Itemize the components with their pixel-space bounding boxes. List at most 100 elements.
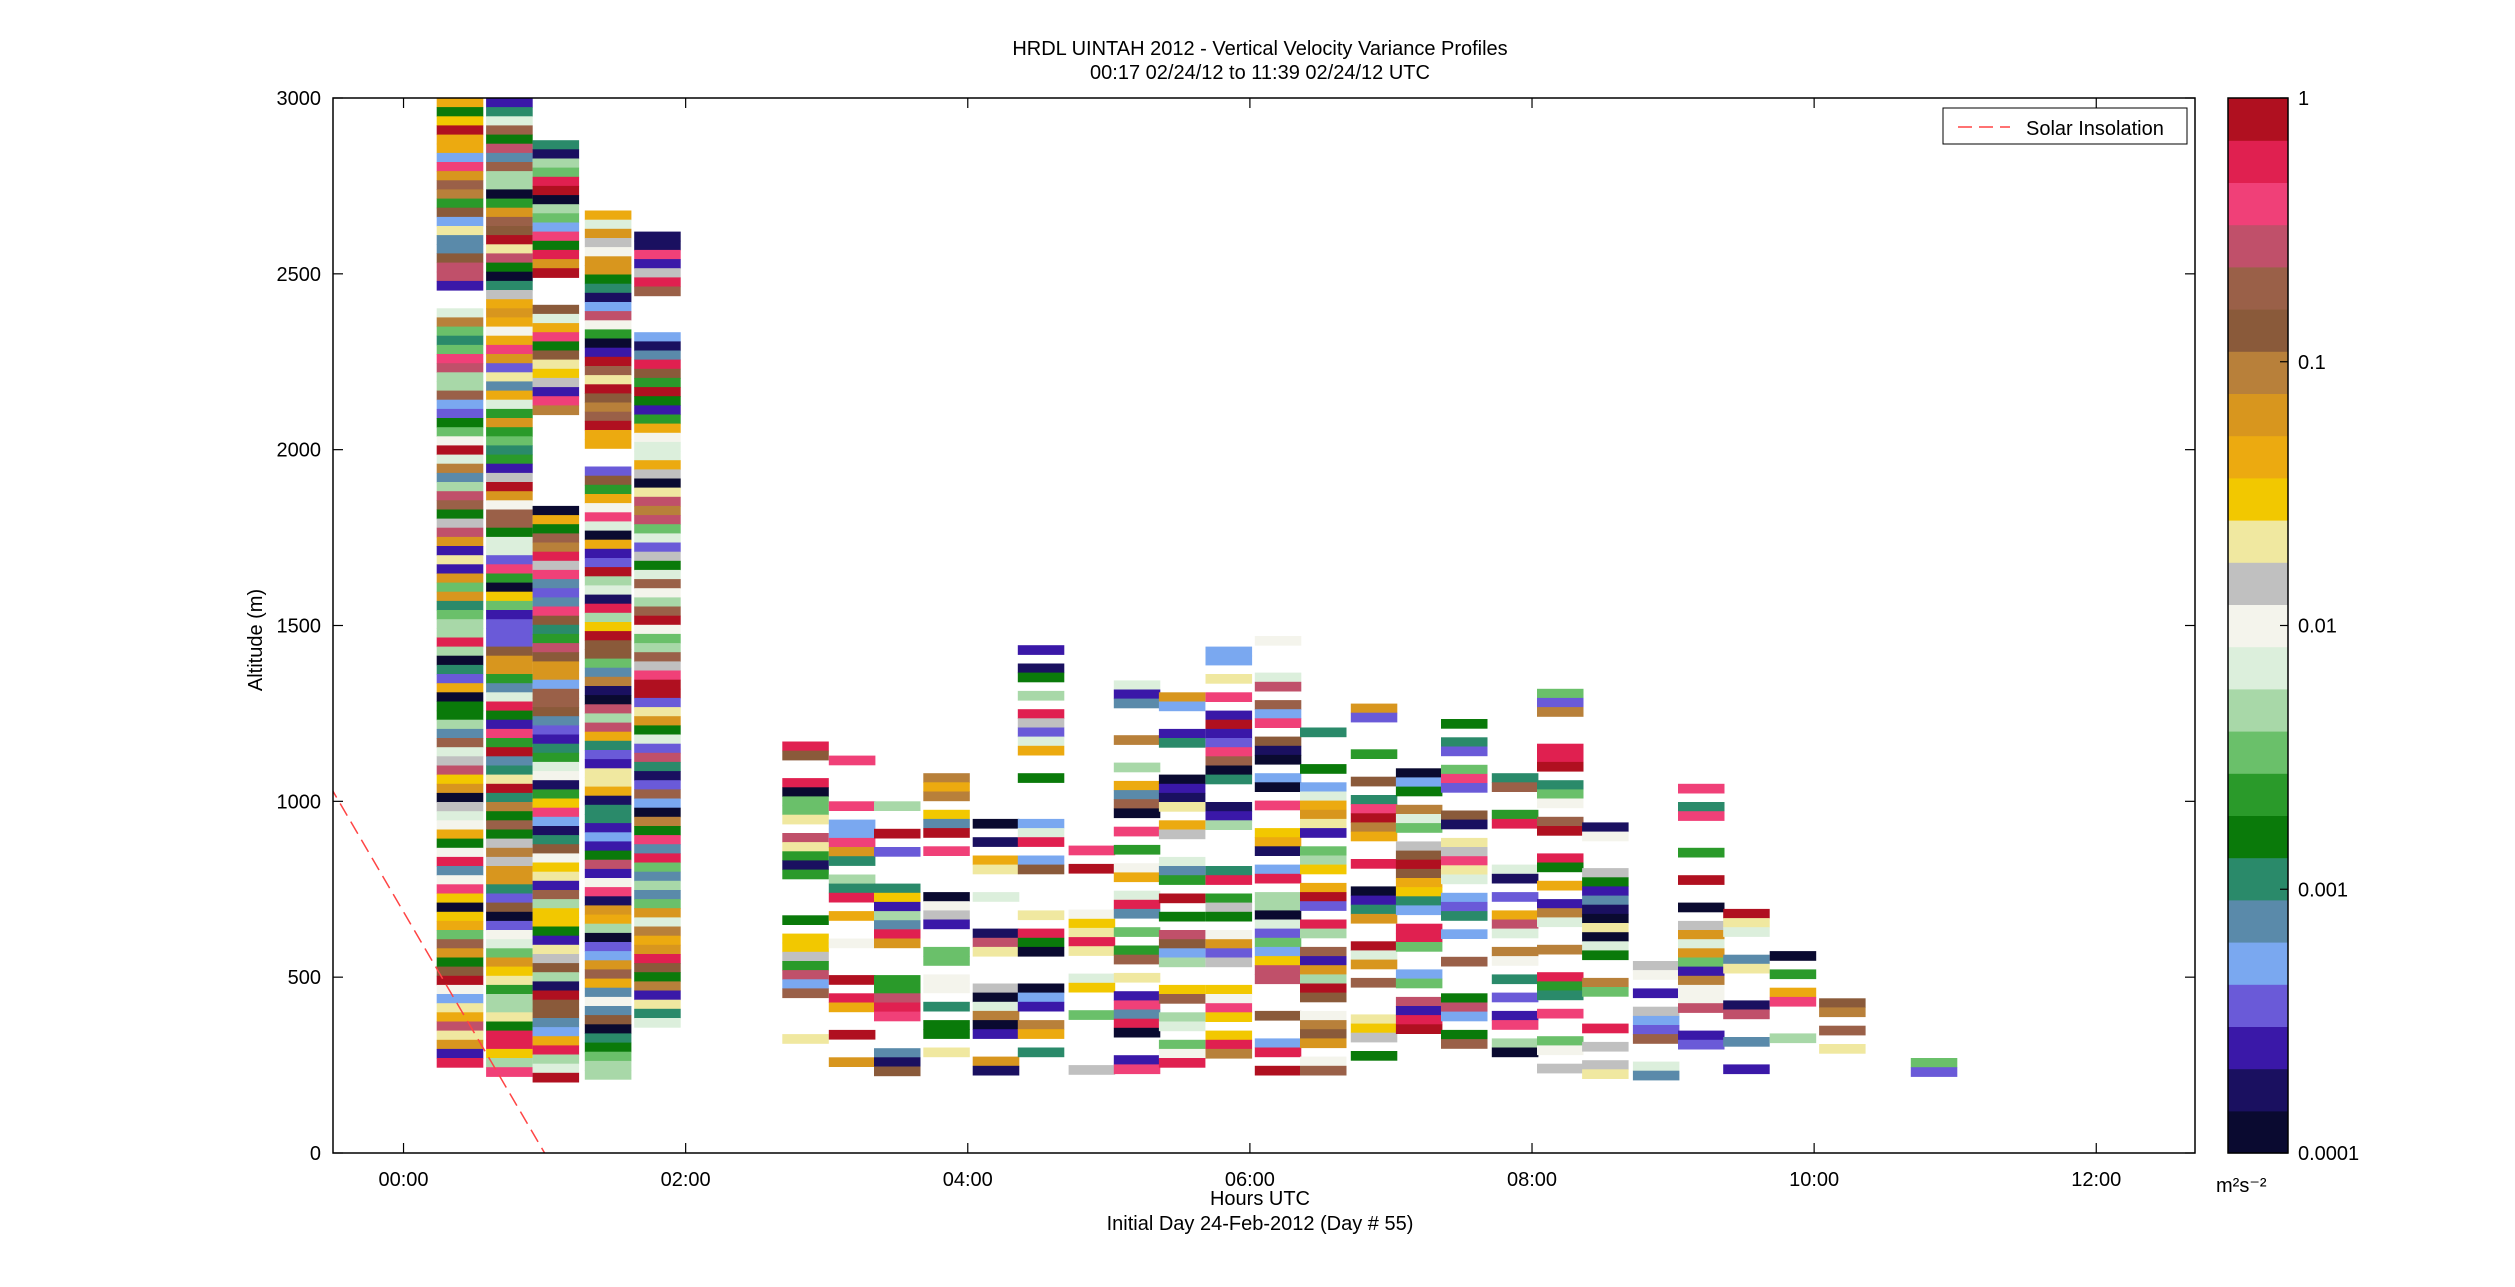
heatmap-cell: [436, 866, 484, 876]
colorbar-swatch: [2228, 298, 2288, 310]
heatmap-cell: [634, 240, 681, 251]
heatmap-cell: [1350, 813, 1398, 823]
heatmap-cell: [584, 384, 632, 394]
heatmap-cell: [923, 791, 970, 802]
heatmap-cell: [634, 387, 681, 397]
heatmap-cell: [1254, 974, 1302, 985]
profile-column-7: [874, 801, 921, 1077]
heatmap-cell: [486, 1030, 533, 1041]
heatmap-cell: [486, 564, 533, 574]
heatmap-cell: [1632, 1061, 1680, 1072]
colorbar-swatch: [2228, 488, 2288, 500]
heatmap-cell: [1254, 800, 1302, 811]
heatmap-cell: [1350, 1051, 1398, 1061]
heatmap-cell: [1441, 819, 1488, 830]
heatmap-cell: [634, 359, 681, 370]
heatmap-cell: [1300, 882, 1347, 893]
heatmap-cell: [1205, 893, 1253, 904]
heatmap-cell: [923, 974, 970, 985]
heatmap-cell: [634, 871, 681, 882]
heatmap-cell: [1300, 1010, 1347, 1021]
heatmap-cell: [486, 262, 533, 273]
legend-label-solar: Solar Insolation: [2026, 118, 2164, 140]
heatmap-cell: [1678, 957, 1725, 968]
heatmap-cell: [584, 530, 632, 541]
heatmap-cell: [828, 819, 876, 830]
heatmap-cell: [1537, 826, 1584, 836]
heatmap-cell: [634, 579, 681, 589]
heatmap-cell: [486, 363, 533, 373]
heatmap-cell: [486, 482, 533, 492]
heatmap-cell: [436, 253, 484, 264]
heatmap-cell: [486, 792, 533, 803]
profile-column-6: [828, 755, 876, 1067]
heatmap-cell: [486, 619, 533, 629]
heatmap-cell: [1254, 937, 1302, 948]
heatmap-cell: [532, 195, 580, 205]
heatmap-cell: [1819, 1007, 1866, 1018]
heatmap-cell: [532, 944, 580, 955]
heatmap-cell: [634, 560, 681, 571]
heatmap-cell: [1158, 738, 1206, 748]
profile-column-8: [923, 773, 970, 1058]
heatmap-cell: [1205, 655, 1253, 666]
heatmap-cell: [1395, 1024, 1443, 1034]
heatmap-cell: [634, 725, 681, 736]
heatmap-cell: [1205, 948, 1253, 958]
heatmap-cell: [486, 143, 533, 154]
heatmap-cell: [584, 274, 632, 285]
colorbar-swatch: [2228, 214, 2288, 226]
heatmap-cell: [1582, 868, 1629, 878]
heatmap-cell: [634, 405, 681, 416]
heatmap-cell: [1582, 904, 1629, 915]
colorbar-swatch: [2228, 161, 2288, 173]
heatmap-cell: [532, 999, 580, 1010]
colorbar-swatch: [2228, 1121, 2288, 1133]
heatmap-cell: [1395, 996, 1443, 1007]
heatmap-cell: [1205, 1012, 1253, 1022]
heatmap-cell: [584, 704, 632, 714]
heatmap-cell: [1395, 841, 1443, 852]
colorbar-swatch: [2228, 425, 2288, 437]
heatmap-cell: [1395, 887, 1443, 897]
heatmap-cell: [874, 920, 921, 930]
colorbar-swatch: [2228, 182, 2288, 194]
heatmap-cell: [1350, 950, 1398, 961]
heatmap-cell: [1632, 988, 1680, 999]
heatmap-cell: [532, 551, 580, 562]
y-tick-label: 500: [288, 967, 321, 989]
heatmap-cell: [436, 418, 484, 428]
heatmap-cell: [1113, 972, 1161, 983]
colorbar-swatch: [2228, 235, 2288, 247]
colorbar-swatch: [2228, 762, 2288, 774]
heatmap-cell: [1017, 946, 1065, 957]
heatmap-cell: [1395, 969, 1443, 980]
heatmap-cell: [532, 560, 580, 571]
heatmap-cell: [436, 1058, 484, 1068]
heatmap-cell: [972, 928, 1020, 939]
heatmap-cell: [486, 884, 533, 894]
colorbar-swatch: [2228, 551, 2288, 563]
heatmap-cell: [634, 423, 681, 434]
heatmap-cell: [486, 975, 533, 986]
heatmap-cell: [532, 780, 580, 790]
heatmap-cell: [1017, 663, 1065, 674]
heatmap-cell: [1582, 822, 1629, 833]
heatmap-cell: [436, 427, 484, 437]
heatmap-cell: [436, 546, 484, 556]
heatmap-cell: [972, 864, 1020, 875]
heatmap-cell: [436, 436, 484, 446]
heatmap-cell: [436, 920, 484, 931]
heatmap-cell: [584, 942, 632, 952]
colorbar-swatch: [2228, 572, 2288, 584]
heatmap-cell: [1441, 764, 1488, 775]
heatmap-cell: [486, 555, 533, 565]
heatmap-cell: [1491, 946, 1539, 957]
heatmap-cell: [436, 1012, 484, 1022]
heatmap-cell: [532, 204, 580, 214]
heatmap-cell: [634, 798, 681, 809]
heatmap-cell: [874, 847, 921, 857]
colorbar-swatch: [2228, 1142, 2288, 1154]
heatmap-cell: [1537, 707, 1584, 717]
heatmap-cell: [532, 524, 580, 534]
